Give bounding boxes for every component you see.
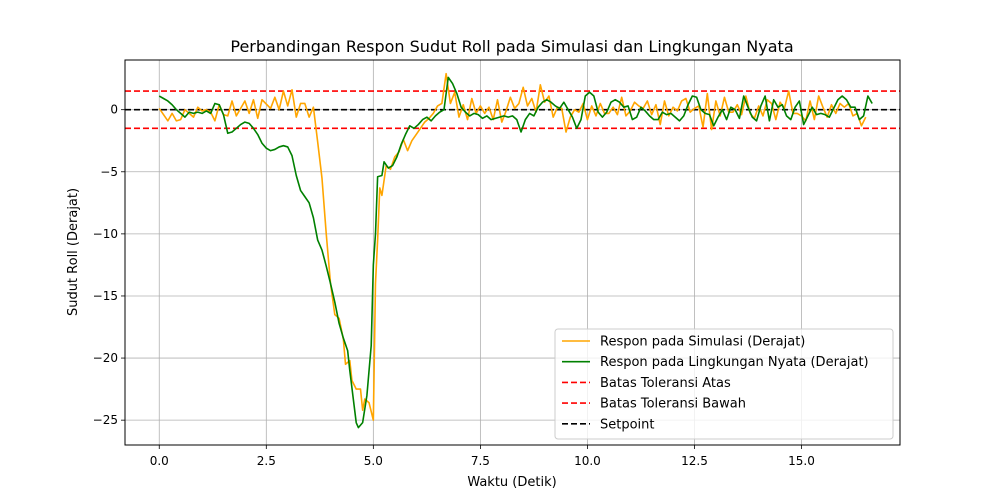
series-line-1: [158, 76, 873, 429]
legend-label: Batas Toleransi Atas: [600, 376, 731, 391]
x-tick-label: 10.0: [574, 454, 601, 468]
x-tick-label: 0.0: [150, 454, 169, 468]
x-axis-label: Waktu (Detik): [467, 475, 556, 490]
chart-title: Perbandingan Respon Sudut Roll pada Simu…: [230, 37, 793, 56]
y-tick-label: 0: [110, 103, 118, 117]
legend-items: Respon pada Simulasi (Derajat) Respon pad…: [562, 335, 869, 432]
y-axis-ticks: 0 −5 −10 −15 −20 −25: [93, 103, 125, 427]
series-line-0: [158, 72, 867, 421]
y-tick-label: −10: [93, 227, 118, 241]
x-tick-label: 12.5: [681, 454, 708, 468]
y-tick-label: −15: [93, 289, 118, 303]
legend-label: Setpoint: [600, 417, 655, 432]
legend-label: Batas Toleransi Bawah: [600, 397, 746, 412]
x-tick-label: 15.0: [788, 454, 815, 468]
series-layer: [125, 72, 900, 429]
y-tick-label: −25: [93, 413, 118, 427]
y-tick-label: −5: [100, 165, 118, 179]
x-tick-label: 7.5: [471, 454, 490, 468]
plot-frame: [124, 59, 901, 446]
x-tick-label: 2.5: [257, 454, 276, 468]
x-tick-label: 5.0: [364, 454, 383, 468]
legend-label: Respon pada Lingkungan Nyata (Derajat): [600, 355, 869, 370]
legend: Respon pada Simulasi (Derajat) Respon pad…: [554, 328, 894, 440]
legend-box: [554, 328, 894, 440]
legend-label: Respon pada Simulasi (Derajat): [600, 335, 805, 350]
x-axis-ticks: 0.0 2.5 5.0 7.5 10.0 12.5 15.0: [150, 445, 815, 468]
y-tick-label: −20: [93, 351, 118, 365]
y-axis-label: Sudut Roll (Derajat): [66, 188, 81, 316]
